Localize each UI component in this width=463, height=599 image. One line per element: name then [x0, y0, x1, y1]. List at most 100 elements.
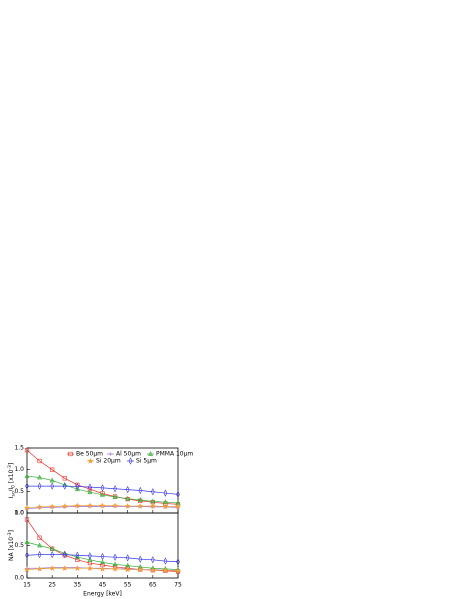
- series-line: [26, 554, 179, 563]
- marker: [75, 551, 80, 559]
- x-tick-label: 25: [48, 582, 56, 589]
- marker: [113, 485, 117, 493]
- y-tick-label: 0.5: [14, 542, 24, 549]
- legend-marker: [128, 457, 133, 465]
- marker: [50, 482, 55, 490]
- marker: [24, 539, 30, 545]
- series-line: [27, 485, 179, 495]
- series-line: [26, 475, 179, 504]
- marker: [112, 494, 118, 499]
- marker: [99, 565, 106, 572]
- marker: [75, 482, 80, 491]
- marker: [25, 551, 29, 559]
- marker: [24, 517, 30, 522]
- marker: [150, 556, 155, 564]
- marker: [100, 559, 105, 565]
- marker: [37, 474, 43, 480]
- y-tick-label: 0.0: [14, 575, 24, 582]
- marker: [162, 503, 169, 510]
- y-axis-label-part: 0: [10, 485, 16, 488]
- y-axis-label-part: NA [x10: [8, 537, 15, 561]
- marker: [37, 542, 43, 548]
- legend-marker: [148, 451, 153, 456]
- y-axis-label-part: I: [8, 496, 15, 498]
- marker: [175, 567, 181, 574]
- marker: [74, 486, 80, 492]
- marker: [125, 495, 131, 501]
- marker: [149, 567, 156, 573]
- x-tick-label: 65: [149, 582, 157, 589]
- marker: [24, 448, 30, 453]
- legend-label: Al 50µm: [116, 451, 141, 458]
- x-tick-label: 15: [23, 582, 31, 589]
- legend-label: PMMA 10µm: [156, 451, 193, 458]
- legend-marker: [108, 452, 113, 456]
- y-axis-label-part: -3: [7, 532, 13, 537]
- legend-marker: [68, 451, 73, 457]
- marker: [149, 503, 156, 509]
- marker: [49, 477, 55, 483]
- marker: [113, 553, 117, 561]
- marker: [74, 502, 81, 509]
- x-tick-label: 55: [124, 582, 132, 589]
- y-axis-label: NA [x10-3]: [7, 530, 15, 561]
- marker: [24, 473, 30, 479]
- y-tick-label: 1.0: [14, 510, 24, 517]
- marker: [86, 502, 93, 509]
- marker: [125, 554, 130, 562]
- legend-label: Si 20µm: [96, 458, 121, 465]
- marker: [150, 488, 155, 496]
- marker: [86, 565, 93, 571]
- marker: [100, 552, 105, 561]
- y-tick-label: 1.0: [14, 466, 24, 473]
- marker: [100, 491, 105, 497]
- marker: [37, 535, 42, 540]
- y-axis-label-part: ]: [8, 530, 15, 532]
- y-tick-label: 1.5: [14, 445, 24, 452]
- marker: [24, 504, 30, 511]
- marker: [112, 565, 119, 572]
- marker: [61, 565, 68, 571]
- marker: [88, 483, 92, 491]
- marker: [176, 490, 180, 499]
- marker: [176, 558, 180, 566]
- marker: [37, 482, 42, 490]
- legend-label: Si 5µm: [136, 458, 157, 465]
- marker: [87, 489, 93, 495]
- marker: [50, 550, 55, 559]
- marker: [175, 503, 181, 510]
- marker: [49, 565, 56, 571]
- marker: [49, 503, 56, 510]
- y-axis-label-part: ]: [8, 463, 15, 465]
- marker: [37, 550, 42, 559]
- marker: [137, 566, 144, 573]
- legend-label: Be 50µm: [76, 451, 103, 458]
- marker: [150, 498, 156, 504]
- marker: [124, 566, 131, 573]
- marker: [62, 482, 67, 490]
- marker: [36, 565, 43, 572]
- marker: [162, 567, 169, 573]
- y-axis-label: Isc/I0 [x10-3]: [7, 463, 17, 499]
- marker: [137, 503, 144, 509]
- marker: [137, 497, 143, 502]
- marker: [99, 502, 106, 509]
- y-axis-label-part: -3: [7, 465, 13, 470]
- marker: [88, 552, 92, 560]
- marker: [62, 476, 67, 481]
- y-tick-label: 0.5: [14, 488, 24, 495]
- legend-marker: [87, 458, 94, 464]
- x-tick-label: 45: [99, 582, 107, 589]
- marker: [36, 504, 43, 510]
- marker: [61, 503, 68, 509]
- y-axis-label-part: /I: [8, 488, 15, 492]
- marker: [163, 557, 168, 565]
- marker: [138, 555, 143, 563]
- marker: [74, 565, 81, 571]
- marker: [163, 489, 168, 497]
- marker: [62, 550, 67, 559]
- marker: [24, 566, 30, 573]
- marker: [100, 484, 105, 492]
